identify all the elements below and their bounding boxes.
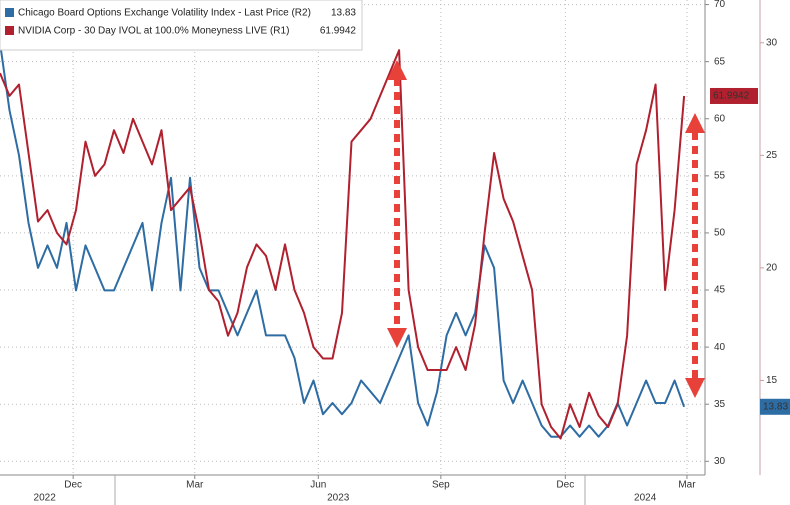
y-tick-label: 70	[714, 0, 726, 10]
y2-tick-label: 15	[766, 375, 778, 386]
legend-label: NVIDIA Corp - 30 Day IVOL at 100.0% Mone…	[18, 26, 289, 37]
y2-tick-label: 20	[766, 263, 778, 274]
y2-tick-label: 25	[766, 150, 778, 161]
last-value-label: 13.83	[763, 401, 788, 412]
arrow-head	[387, 60, 407, 80]
series-line	[0, 49, 686, 440]
y-tick-label: 35	[714, 399, 726, 410]
last-value-box	[710, 87, 758, 104]
y-tick-label: 50	[714, 228, 726, 239]
legend-value: 61.9942	[320, 26, 357, 37]
legend-value: 13.83	[331, 8, 356, 19]
axes: 30 35 40 45 50 55 60 65 70 15 20 25 30 Dec Mar Jun Sep De…	[34, 0, 790, 504]
year-label: 2022	[34, 493, 57, 504]
legend-swatch	[5, 26, 14, 35]
last-value-label: 61.9942	[713, 91, 750, 102]
series-line	[0, 42, 686, 438]
legend-label: Chicago Board Options Exchange Volatilit…	[18, 8, 311, 19]
y-tick-label: 65	[714, 56, 726, 67]
x-tick-label: Dec	[556, 480, 574, 491]
lines	[0, 42, 686, 440]
legend-swatch	[5, 8, 14, 17]
x-tick-label: Dec	[64, 480, 82, 491]
y-tick-label: 45	[714, 285, 726, 296]
last-value-box	[760, 398, 790, 415]
y-tick-label: 55	[714, 170, 726, 181]
year-label: 2023	[327, 493, 350, 504]
x-tick-label: Mar	[186, 480, 204, 491]
y-tick-label: 30	[714, 456, 726, 467]
arrow-head	[387, 328, 407, 348]
x-tick-label: Mar	[678, 480, 696, 491]
x-tick-label: Sep	[432, 480, 450, 491]
arrow	[387, 60, 705, 398]
x-tick-label: Jun	[310, 480, 326, 491]
legend-box	[0, 0, 363, 51]
y2-tick-label: 30	[766, 37, 778, 48]
arrow-head	[685, 378, 705, 398]
y-tick-label: 60	[714, 113, 726, 124]
year-label: 2024	[634, 493, 657, 504]
y-tick-label: 40	[714, 342, 726, 353]
legend: Chicago Board Options Exchange Volatilit…	[0, 0, 363, 51]
arrow-head	[685, 113, 705, 133]
